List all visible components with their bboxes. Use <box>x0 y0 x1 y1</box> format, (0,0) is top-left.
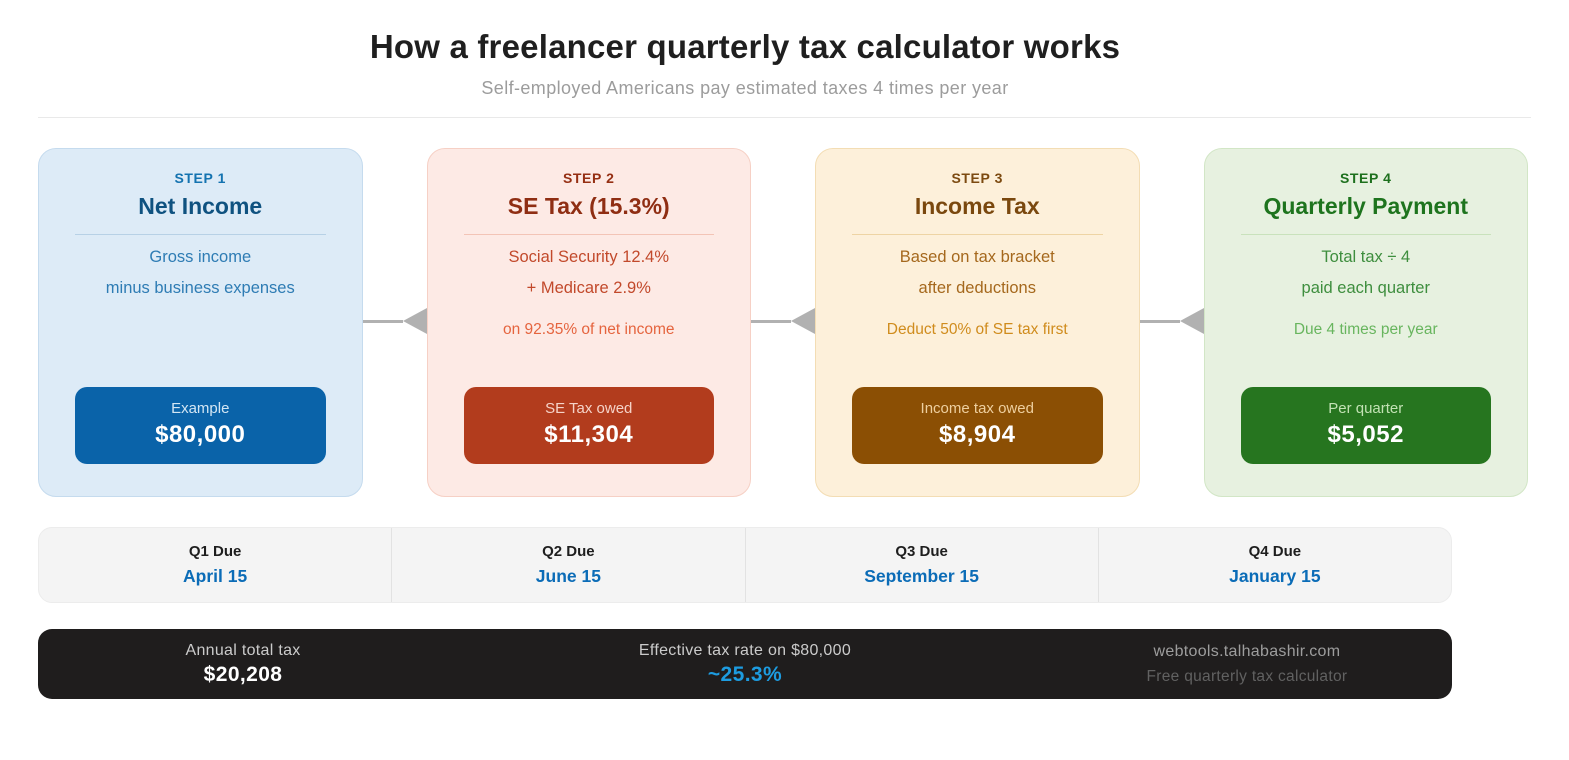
connector-line <box>751 319 791 323</box>
quarter-cell-q3: Q3 Due September 15 <box>744 528 1098 602</box>
arrowhead-left-icon <box>791 308 815 334</box>
card-divider <box>463 234 714 235</box>
quarter-label: Q2 Due <box>542 543 595 560</box>
annual-total-group: Annual total tax $20,208 <box>38 642 448 687</box>
quarter-date: April 15 <box>183 566 248 586</box>
badge-label: Example <box>171 400 230 417</box>
amount-badge: Income tax owed $8,904 <box>852 387 1103 464</box>
step-card-income-tax: STEP 3 Income Tax Based on tax bracket a… <box>815 148 1140 497</box>
quarter-cell-q4: Q4 Due January 15 <box>1097 528 1451 602</box>
page-title: How a freelancer quarterly tax calculato… <box>369 28 1121 65</box>
card-line-1: Social Security 12.4% <box>508 248 670 266</box>
effective-rate-value: ~25.3% <box>707 662 783 686</box>
step-card-net-income: STEP 1 Net Income Gross income minus bus… <box>38 148 363 497</box>
card-divider <box>75 234 326 235</box>
quarter-label: Q1 Due <box>188 543 242 560</box>
page-header: How a freelancer quarterly tax calculato… <box>38 0 1452 99</box>
quarter-date: January 15 <box>1229 566 1321 586</box>
card-line-2: after deductions <box>918 279 1036 297</box>
card-divider <box>852 234 1103 235</box>
arrowhead-left-icon <box>403 308 427 334</box>
step-card-se-tax: STEP 2 SE Tax (15.3%) Social Security 12… <box>426 148 751 497</box>
attribution-group: webtools.talhabashir.com Free quarterly … <box>1042 643 1452 686</box>
page-subtitle: Self-employed Americans pay estimated ta… <box>481 78 1009 98</box>
card-line-1: Based on tax bracket <box>899 248 1055 266</box>
connector-line <box>363 319 403 323</box>
badge-value: $5,052 <box>1327 421 1404 448</box>
connector-arrow <box>1140 308 1204 334</box>
annual-total-value: $20,208 <box>203 662 283 686</box>
quarter-label: Q4 Due <box>1248 543 1302 560</box>
card-line-2: minus business expenses <box>105 279 295 297</box>
annual-total-label: Annual total tax <box>185 641 301 659</box>
card-accent-line: on 92.35% of net income <box>503 321 675 338</box>
step-label: STEP 3 <box>951 170 1004 186</box>
quarter-cell-q1: Q1 Due April 15 <box>39 528 391 602</box>
card-line-1: Total tax ÷ 4 <box>1321 248 1411 266</box>
card-title: SE Tax (15.3%) <box>507 193 670 219</box>
card-divider <box>1240 234 1491 235</box>
amount-badge: Per quarter $5,052 <box>1240 387 1491 464</box>
amount-badge: SE Tax owed $11,304 <box>463 387 714 464</box>
connector-arrow <box>751 308 815 334</box>
site-tagline: Free quarterly tax calculator <box>1146 667 1348 685</box>
badge-label: SE Tax owed <box>545 400 633 417</box>
step-label: STEP 1 <box>174 170 227 186</box>
quarter-label: Q3 Due <box>895 543 948 560</box>
badge-label: Per quarter <box>1328 400 1404 417</box>
badge-value: $11,304 <box>544 421 634 448</box>
step-card-quarterly-payment: STEP 4 Quarterly Payment Total tax ÷ 4 p… <box>1203 148 1528 497</box>
badge-label: Income tax owed <box>920 400 1034 417</box>
connector-line <box>1140 319 1180 323</box>
card-title: Quarterly Payment <box>1263 193 1469 219</box>
summary-bar: Annual total tax $20,208 Effective tax r… <box>38 629 1452 699</box>
card-title: Income Tax <box>914 193 1040 219</box>
site-name: webtools.talhabashir.com <box>1153 642 1341 660</box>
card-line-2: paid each quarter <box>1301 279 1430 297</box>
steps-row: STEP 1 Net Income Gross income minus bus… <box>38 148 1528 497</box>
quarter-cell-q2: Q2 Due June 15 <box>391 528 744 602</box>
effective-rate-label: Effective tax rate on $80,000 <box>638 641 852 659</box>
connector-arrow <box>363 308 427 334</box>
card-accent-line: Due 4 times per year <box>1293 321 1438 338</box>
arrowhead-left-icon <box>1180 308 1204 334</box>
step-label: STEP 4 <box>1339 170 1392 186</box>
header-divider <box>38 117 1531 118</box>
card-accent-line: Deduct 50% of SE tax first <box>886 321 1068 338</box>
quarter-date: September 15 <box>864 566 980 586</box>
step-label: STEP 2 <box>562 170 615 186</box>
quarter-date: June 15 <box>535 566 601 586</box>
amount-badge: Example $80,000 <box>75 387 326 464</box>
effective-rate-group: Effective tax rate on $80,000 ~25.3% <box>448 642 1042 687</box>
card-line-2: + Medicare 2.9% <box>526 279 651 297</box>
quarterly-due-dates-bar: Q1 Due April 15 Q2 Due June 15 Q3 Due Se… <box>38 527 1452 603</box>
card-title: Net Income <box>138 193 263 219</box>
badge-value: $8,904 <box>939 421 1016 448</box>
badge-value: $80,000 <box>155 421 246 448</box>
card-line-1: Gross income <box>149 248 252 266</box>
